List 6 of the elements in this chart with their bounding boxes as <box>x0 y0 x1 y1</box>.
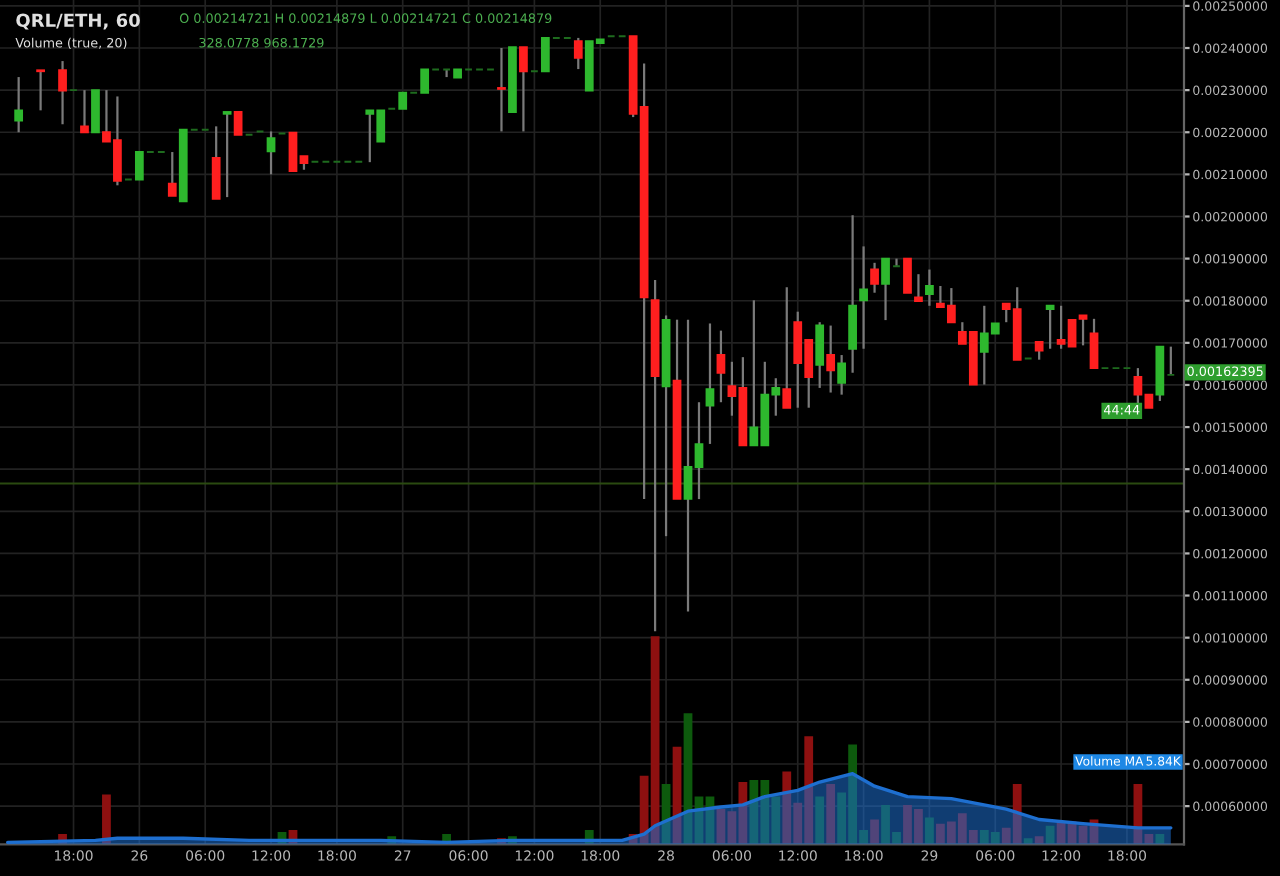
bar <box>1045 825 1055 845</box>
bar <box>815 796 825 845</box>
bar <box>870 819 879 845</box>
bar <box>925 817 934 845</box>
bar <box>826 784 836 845</box>
text: QRL/ETH, 60 <box>16 13 140 30</box>
